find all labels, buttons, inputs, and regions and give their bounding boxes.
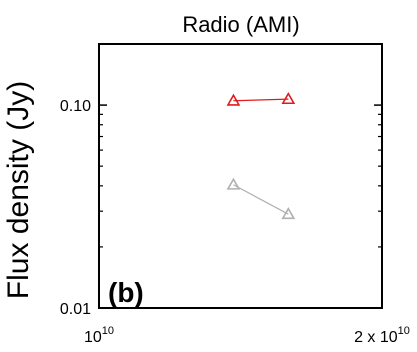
y-tick-label: 0.10 (60, 98, 91, 115)
x-tick-label: 2 x 1010 (354, 325, 410, 346)
y-axis-label: Flux density (Jy) (2, 81, 35, 299)
series-1-point (281, 207, 296, 220)
plot-frame (98, 43, 383, 309)
series-0-point (281, 92, 296, 105)
panel-label: (b) (108, 277, 144, 308)
series-1-line (233, 184, 289, 215)
series-0-point (226, 93, 241, 106)
series-0-line (233, 98, 289, 102)
y-tick-label: 0.01 (60, 301, 91, 318)
series-1-point (226, 177, 241, 190)
chart-title: Radio (AMI) (182, 12, 299, 37)
x-tick-label: 1010 (84, 325, 114, 346)
